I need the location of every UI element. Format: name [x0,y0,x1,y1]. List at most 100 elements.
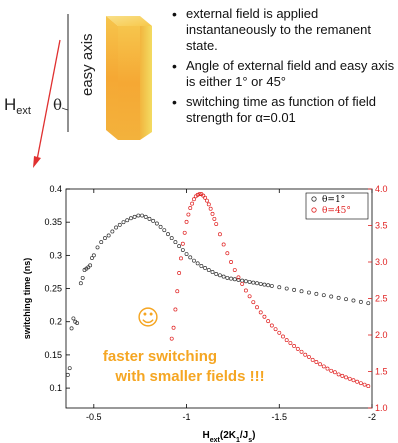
legend-box [305,192,369,220]
data-point [125,218,130,223]
data-point [277,285,282,290]
data-point [65,372,70,377]
data-point [266,319,271,324]
data-point [351,378,356,383]
data-point [288,341,293,345]
data-point [184,219,189,224]
annotation-line-1: faster switching [103,348,217,365]
data-point [173,307,178,312]
legend-label: θ=45° [322,206,351,216]
data-point [262,314,267,319]
data-point [362,382,367,387]
data-point [217,232,222,237]
data-point [251,280,256,285]
data-point [136,213,141,218]
data-point [110,229,115,234]
data-point [173,240,178,245]
field-arrow [33,39,61,168]
annotation-line-2: with smaller fields !!! [114,368,264,385]
data-point [240,278,245,283]
data-point [192,197,196,202]
y-tick-label-left: 0.35 [44,217,62,227]
y-tick-label-right: 2.5 [375,294,388,304]
data-point [358,381,363,386]
data-point [344,297,348,302]
data-point [206,268,211,272]
bullet-item: external field is applied instantaneousl… [170,6,396,54]
data-point [175,289,180,294]
data-point [336,295,341,300]
data-point [325,366,330,371]
data-point [190,201,195,206]
data-point [203,266,208,270]
data-point [284,286,289,291]
data-point [347,376,352,381]
data-point [179,256,183,261]
data-point [303,352,308,357]
particle-front-face [118,26,140,140]
data-point [229,260,234,264]
data-point [229,276,234,281]
y-tick-label-right: 1.0 [375,403,388,413]
data-point [240,281,245,286]
data-point [255,281,259,286]
data-point [243,288,248,293]
data-point [214,271,219,276]
data-point [188,206,193,210]
y-tick-label-left: 0.25 [44,284,62,294]
data-point [195,192,200,197]
data-point [306,354,311,359]
data-point [140,213,144,218]
data-point [269,283,274,288]
data-point [258,310,263,315]
data-point [262,282,267,287]
data-point [114,225,119,230]
data-point [321,364,326,369]
data-point [318,362,323,367]
data-point [292,343,297,348]
y-tick-label-left: 0.3 [49,250,62,260]
data-point [258,281,263,286]
data-point [67,366,72,371]
data-point [177,244,182,249]
data-point [177,270,182,275]
data-point [208,206,213,211]
data-point [186,212,191,217]
y-tick-label-left: 0.15 [44,350,62,360]
data-point [255,305,259,310]
data-point [195,261,200,266]
data-point [80,275,85,280]
data-point [247,294,252,299]
y-tick-label-left: 0.2 [49,317,62,327]
data-point [277,330,282,335]
data-point [299,349,304,354]
data-point [221,242,226,247]
data-point [332,370,337,375]
data-point [188,255,193,260]
angle-label: θ [53,96,62,114]
data-point [162,228,167,233]
data-point [121,220,126,225]
data-point [225,275,230,280]
data-point [269,323,274,328]
data-point [99,240,104,245]
y-tick-label-left: 0.1 [49,383,62,393]
easy-axis-label: easy axis [79,33,96,96]
data-point [158,224,163,229]
data-point [281,334,285,339]
data-point [251,300,256,305]
magnet-diagram: Hext θ easy axis [4,14,152,168]
data-point [203,195,208,200]
data-point [329,294,334,299]
bullet-item: Angle of external field and easy axis is… [170,58,396,90]
y-tick-label-left: 0.4 [49,184,62,194]
data-point [210,211,215,216]
smiley-icon: ☺ [137,306,160,331]
data-point [336,372,341,377]
data-point [88,263,93,268]
data-point [236,277,241,282]
data-point [171,325,176,330]
y-tick-label-right: 3.5 [375,221,388,231]
data-point [75,321,80,326]
x-axis-label: Hext(2K1/Js) [203,430,256,443]
